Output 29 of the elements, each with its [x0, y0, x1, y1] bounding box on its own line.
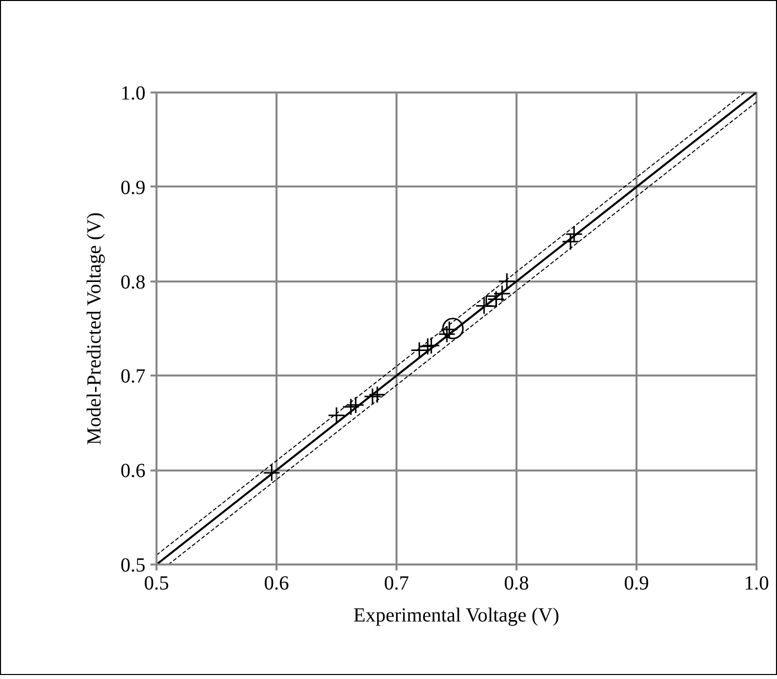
point — [562, 232, 580, 250]
point — [442, 318, 464, 340]
point — [368, 386, 386, 404]
x-tick-label: 0.8 — [504, 572, 529, 594]
point — [498, 272, 516, 290]
point — [486, 295, 498, 307]
y-tick-label: 0.5 — [120, 554, 146, 576]
point — [422, 336, 440, 354]
point — [342, 398, 360, 416]
y-tick-label: 0.6 — [120, 460, 146, 482]
point — [410, 341, 428, 359]
x-tick-label: 0.6 — [264, 572, 289, 594]
point — [418, 338, 436, 356]
y-axis-title: Model-Predicted Voltage (V) — [84, 212, 106, 445]
x-tick-label: 0.7 — [384, 572, 409, 594]
x-tick-label: 0.5 — [144, 572, 169, 594]
point — [328, 406, 346, 424]
x-tick-label: 0.9 — [624, 572, 649, 594]
x-axis-title: Experimental Voltage (V) — [353, 604, 560, 626]
point — [346, 396, 364, 414]
y-tick-label: 1.0 — [120, 82, 146, 104]
point — [364, 388, 382, 406]
point — [475, 297, 493, 315]
y-tick-label: 0.9 — [120, 176, 146, 199]
point — [565, 225, 583, 243]
x-tick-label: 1.0 — [744, 572, 769, 594]
point — [262, 464, 280, 482]
y-tick-label: 0.8 — [120, 271, 146, 294]
y-tick-label: 0.7 — [120, 366, 146, 388]
